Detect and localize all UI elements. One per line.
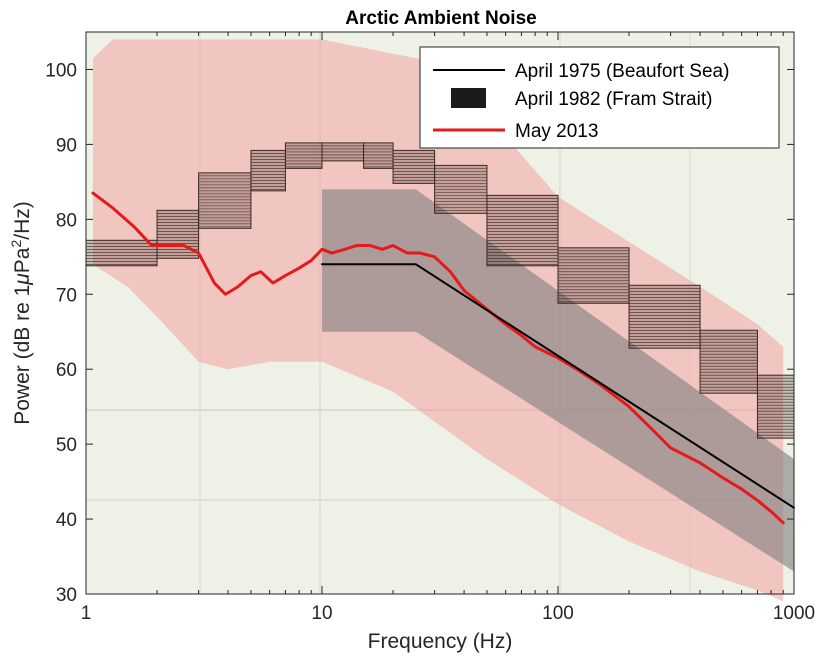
- x-tick-label: 10: [311, 603, 332, 624]
- y-axis-label-post: /Hz): [11, 201, 34, 240]
- fram-strait-block: [198, 172, 252, 229]
- x-axis-label: Frequency (Hz): [368, 630, 513, 653]
- fram-strait-block: [557, 247, 630, 304]
- y-axis-label-unit: Pa: [11, 247, 34, 273]
- chart-title: Arctic Ambient Noise: [345, 8, 536, 29]
- fram-strait-patch: [250, 149, 286, 192]
- beaufort-line: [321, 263, 795, 509]
- fram-strait-block: [250, 149, 286, 192]
- fram-strait-block: [756, 374, 795, 439]
- fram-strait-patch: [198, 172, 252, 229]
- fram-strait-patch: [363, 142, 394, 169]
- legend-swatch-fram: [451, 88, 486, 108]
- fram-strait-block: [628, 284, 701, 349]
- x-tick-label: 100: [542, 603, 574, 624]
- fram-strait-block: [284, 142, 323, 169]
- x-tick-label: 1000: [773, 603, 815, 624]
- fram-strait-patch: [284, 142, 323, 169]
- y-tick-label: 80: [56, 210, 77, 231]
- y-tick-label: 90: [56, 135, 77, 156]
- beaufort-variance-band: [322, 189, 794, 572]
- legend-entry-may2013: May 2013: [515, 121, 598, 142]
- legend: April 1975 (Beaufort Sea) April 1982 (Fr…: [419, 46, 780, 149]
- fram-strait-patch: [486, 194, 559, 267]
- y-axis-label-mu: μ: [11, 273, 34, 286]
- fram-strait-patch: [557, 247, 630, 304]
- fram-strait-patch: [628, 284, 701, 349]
- y-tick-label: 30: [56, 585, 77, 606]
- fram-strait-block: [392, 149, 436, 184]
- x-tick-label: 1: [81, 603, 92, 624]
- may2013-line: [91, 191, 785, 525]
- fram-strait-block: [363, 142, 394, 169]
- fram-strait-block: [699, 329, 758, 394]
- y-tick-label: 50: [56, 435, 77, 456]
- fram-strait-block: [85, 239, 158, 267]
- y-tick-label: 60: [56, 360, 77, 381]
- x-axis: 1 10 100 1000: [81, 32, 815, 624]
- y-axis: 30 40 50 60 70 80 90 100: [45, 60, 794, 606]
- fram-strait-patch-group: [85, 142, 795, 439]
- y-axis-label-superscript: 2: [8, 240, 24, 248]
- y-tick-label: 100: [45, 60, 77, 81]
- fram-strait-patch: [756, 374, 795, 439]
- y-axis-label-pre: Power (dB re 1: [11, 285, 34, 425]
- legend-entry-fram: April 1982 (Fram Strait): [515, 89, 712, 110]
- fram-strait-patch: [434, 164, 488, 214]
- fram-strait-patch: [699, 329, 758, 394]
- axes-frame: [85, 31, 795, 595]
- legend-entry-beaufort: April 1975 (Beaufort Sea): [515, 61, 729, 82]
- y-tick-label: 40: [56, 510, 77, 531]
- fram-strait-patch: [392, 149, 436, 184]
- fram-strait-patch: [85, 239, 158, 267]
- series-lines: [91, 191, 795, 525]
- bands: [92, 39, 794, 602]
- fram-strait-patch: [321, 142, 365, 162]
- y-tick-label: 70: [56, 285, 77, 306]
- y-axis-label: Power (dB re 1μPa2/Hz): [8, 201, 34, 425]
